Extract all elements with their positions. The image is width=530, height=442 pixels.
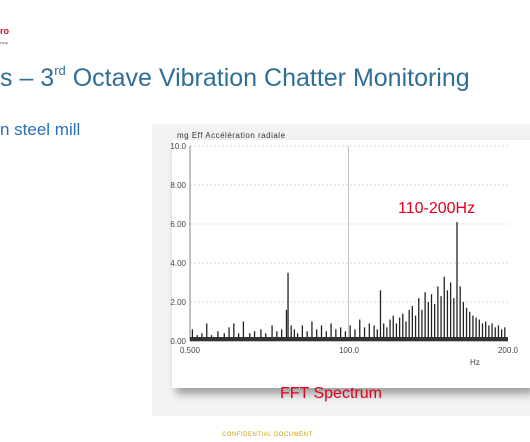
y-tick-label: 6.00	[170, 220, 186, 229]
x-axis-label: Hz	[470, 358, 480, 367]
chart-caption: FFT Spectrum	[280, 385, 382, 402]
slide-title-prefix: s – 3	[0, 64, 55, 92]
y-tick-label: 2.00	[170, 298, 186, 307]
company-logo-subtext: roup	[0, 40, 9, 45]
y-tick-label: 4.00	[170, 259, 186, 268]
chart-card	[172, 140, 530, 388]
y-tick-label: 10.0	[170, 142, 186, 151]
slide-title-text: Octave Vibration Chatter Monitoring	[65, 64, 470, 92]
frequency-band-annotation: 110-200Hz	[398, 200, 476, 217]
y-tick-label: 0.00	[170, 337, 186, 346]
y-tick-label: 8.00	[170, 181, 186, 190]
slide-title-superscript: rd	[54, 62, 66, 78]
noise-floor	[190, 337, 508, 341]
slide-title: s – 3rd Octave Vibration Chatter Monitor…	[0, 62, 470, 93]
company-logo-text: ro	[0, 26, 9, 36]
chart-title: mg Eff Accélération radiale	[177, 131, 286, 140]
x-tick-label: 200.0	[498, 346, 519, 355]
x-tick-label: 0.500	[180, 346, 201, 355]
bullet-text: n steel mill	[0, 120, 81, 139]
x-tick-label: 100.0	[339, 346, 360, 355]
confidential-footer: CONFIDENTIAL DOCUMENT	[222, 432, 313, 438]
